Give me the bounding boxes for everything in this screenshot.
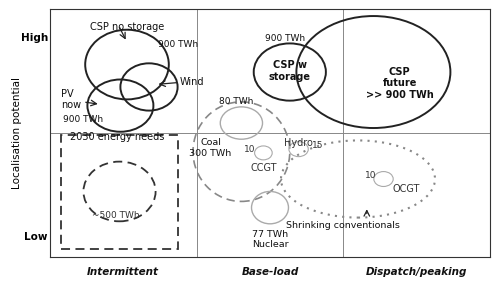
Text: Localisation potential: Localisation potential (12, 77, 22, 189)
Text: 15: 15 (312, 142, 324, 150)
Text: 10: 10 (244, 145, 256, 154)
Text: 900 TWh: 900 TWh (63, 115, 104, 124)
Text: Intermittent: Intermittent (88, 267, 160, 277)
Text: 80 TWh: 80 TWh (220, 98, 254, 106)
Text: CSP w
storage: CSP w storage (269, 60, 311, 82)
Text: 10: 10 (364, 171, 376, 180)
Text: 900 TWh: 900 TWh (264, 34, 305, 43)
Text: CSP
future
>> 900 TWh: CSP future >> 900 TWh (366, 67, 434, 100)
Text: ~500 TWh: ~500 TWh (92, 211, 140, 220)
Text: Low: Low (24, 233, 48, 243)
Text: Hydro: Hydro (284, 138, 313, 148)
Text: 900 TWh: 900 TWh (158, 40, 198, 49)
Text: Coal
300 TWh: Coal 300 TWh (190, 138, 232, 158)
Text: Dispatch/peaking: Dispatch/peaking (366, 267, 468, 277)
Text: PV
now: PV now (61, 89, 81, 110)
Bar (61, 136, 178, 249)
Text: 77 TWh
Nuclear: 77 TWh Nuclear (252, 230, 288, 249)
Text: CCGT: CCGT (250, 163, 276, 173)
Text: CSP no storage: CSP no storage (90, 22, 164, 32)
Text: High: High (20, 33, 48, 43)
Text: Base-load: Base-load (242, 267, 298, 277)
Text: Wind: Wind (180, 77, 204, 87)
Text: OCGT: OCGT (392, 184, 420, 194)
Text: Shrinking conventionals: Shrinking conventionals (286, 221, 400, 230)
Text: 2030 energy needs: 2030 energy needs (70, 132, 164, 142)
